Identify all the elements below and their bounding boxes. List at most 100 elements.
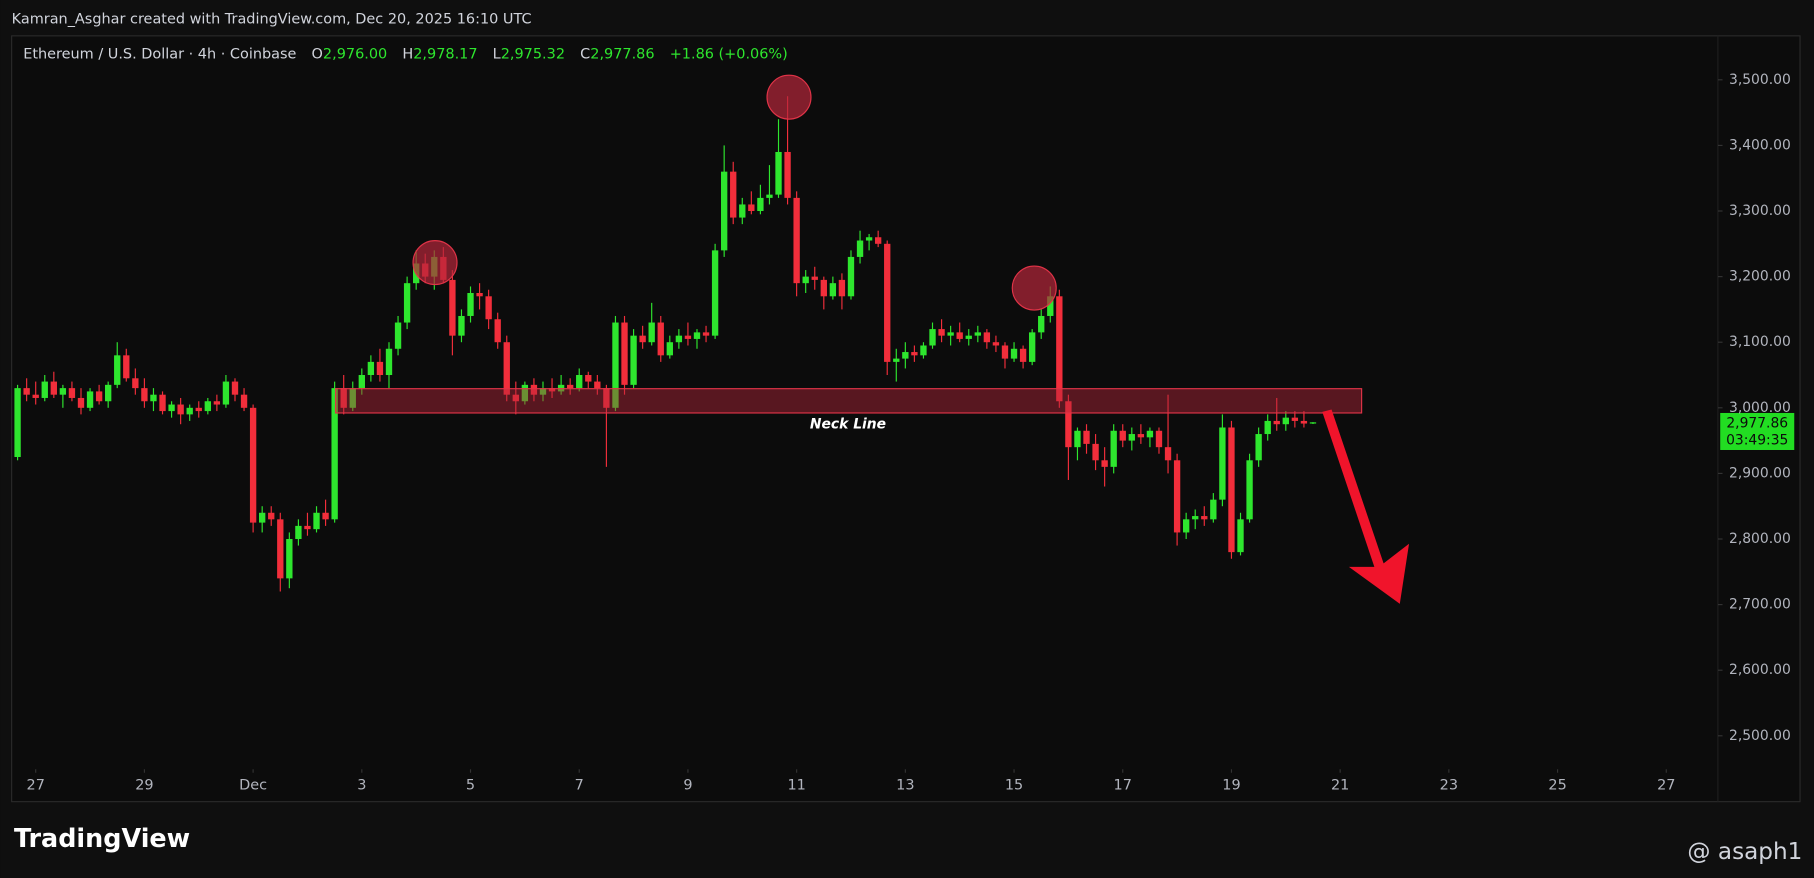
candle-body	[14, 388, 21, 458]
y-tick-label: 2,800.00	[1729, 531, 1791, 547]
x-tick-label: 3	[357, 777, 366, 793]
y-tick-label: 3,100.00	[1729, 334, 1791, 350]
candle-body	[893, 358, 900, 362]
candle-body	[639, 335, 646, 343]
candle-body	[693, 332, 701, 339]
candle-body	[1264, 420, 1271, 435]
candle-body	[394, 322, 402, 349]
candle-body	[666, 342, 673, 356]
ohlc-key: H	[402, 46, 413, 62]
price-tag	[1720, 412, 1795, 450]
candle-body	[1291, 417, 1299, 421]
candle-body	[213, 401, 221, 405]
candle-body	[720, 171, 728, 251]
candle-body	[566, 384, 574, 389]
candle-body	[403, 283, 411, 323]
marks	[14, 96, 1317, 592]
x-tick-label: Dec	[239, 777, 267, 793]
candle-body	[1092, 443, 1099, 461]
candle-body	[784, 151, 791, 198]
candle-body	[68, 388, 76, 398]
candle-body	[159, 394, 166, 412]
candle-body	[1237, 519, 1244, 553]
candle-body	[1137, 434, 1145, 438]
peak-circle	[1011, 265, 1057, 311]
peak-circle	[766, 74, 812, 120]
candle-body	[485, 296, 492, 320]
candle-body	[1083, 430, 1090, 444]
candle-body	[1210, 499, 1217, 520]
candle-body	[983, 332, 991, 343]
candle-body	[902, 352, 909, 359]
candle-body	[820, 279, 827, 297]
candle-body	[856, 240, 864, 257]
candle-body	[992, 342, 1000, 346]
header: Kamran_Asghar created with TradingView.c…	[12, 12, 532, 28]
candle-body	[775, 151, 782, 195]
candle-body	[240, 394, 248, 408]
ohlc-key: O	[312, 46, 323, 62]
candle-body	[974, 332, 981, 336]
candle-body	[222, 381, 230, 405]
candle-body	[748, 204, 755, 212]
candle-body	[548, 388, 556, 392]
candle-body	[884, 243, 891, 362]
candle-body	[268, 512, 275, 520]
candle-body	[141, 388, 148, 402]
x-tick-label: 13	[896, 777, 914, 793]
x-tick-label: 11	[787, 777, 805, 793]
candle-body	[711, 250, 719, 336]
candle-body	[612, 322, 619, 408]
candle-body	[684, 335, 692, 339]
x-tick-label: 19	[1222, 777, 1240, 793]
ohlc-value: 2,977.86	[590, 46, 654, 62]
candle-body	[512, 394, 519, 402]
chart-pane	[11, 35, 1801, 803]
candle-body	[757, 197, 764, 212]
candle-body	[1273, 420, 1280, 425]
candle-body	[59, 388, 67, 395]
candle-body	[739, 204, 746, 218]
candle-body	[1128, 434, 1135, 441]
candle-body	[322, 512, 329, 520]
candle-body	[1173, 460, 1181, 533]
y-tick-label: 3,400.00	[1729, 137, 1791, 153]
candle-body	[23, 388, 30, 395]
price-tag-value: 2,977.86	[1726, 415, 1788, 431]
candle-body	[1155, 430, 1163, 448]
candle-body	[95, 391, 103, 402]
candle-body	[911, 352, 918, 356]
candle-body	[50, 381, 57, 395]
candle-body	[231, 381, 239, 395]
candle-body	[1101, 460, 1108, 467]
candle-body	[32, 394, 39, 398]
candle-body	[458, 315, 465, 336]
candle-body	[476, 293, 483, 297]
x-tick-label: 9	[683, 777, 692, 793]
candle-body	[367, 361, 375, 376]
candle-body	[938, 329, 945, 336]
candle-body	[1019, 348, 1027, 362]
candle-body	[766, 194, 773, 198]
candle-body	[449, 279, 456, 336]
candle-body	[168, 404, 175, 412]
candle-body	[576, 375, 583, 389]
candle-body	[41, 381, 48, 398]
x-tick-label: 23	[1440, 777, 1458, 793]
ohlc-value: 2,975.32	[501, 46, 565, 62]
candle-body	[1228, 427, 1235, 553]
candle-body	[1110, 430, 1117, 467]
candle-body	[811, 276, 818, 280]
candle-body	[702, 332, 710, 336]
x-tick-label: 27	[27, 777, 45, 793]
candle-body	[349, 388, 356, 408]
candle-body	[1164, 447, 1172, 461]
candle-body	[1309, 422, 1317, 424]
candle-body	[521, 384, 529, 402]
candle-body	[1201, 516, 1208, 520]
candle-body	[277, 519, 284, 579]
candle-body	[657, 322, 664, 356]
candle-body	[304, 525, 311, 530]
candle-body	[340, 388, 347, 408]
